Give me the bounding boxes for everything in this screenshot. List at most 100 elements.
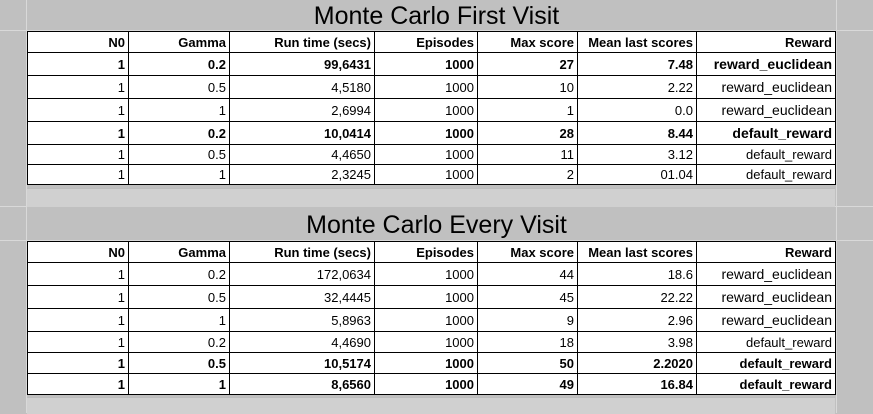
header-cell[interactable]: Run time (secs)	[229, 31, 375, 53]
table-cell[interactable]: 1000	[374, 262, 478, 286]
table-cell[interactable]: 1000	[374, 121, 478, 145]
table-cell[interactable]: default_reward	[696, 331, 836, 353]
table-cell[interactable]: 1	[27, 308, 129, 332]
table-cell[interactable]: 1	[27, 98, 129, 122]
table-cell[interactable]: 0.2	[128, 331, 230, 353]
empty-spreadsheet-row[interactable]	[27, 397, 835, 414]
table-cell[interactable]: 1	[27, 164, 129, 185]
table-cell[interactable]: 28	[477, 121, 578, 145]
table-cell[interactable]: 1000	[374, 331, 478, 353]
table-cell[interactable]: 1	[128, 373, 230, 395]
table-cell[interactable]: 0.5	[128, 144, 230, 165]
table-cell[interactable]: 1000	[374, 308, 478, 332]
table-cell[interactable]: 0.0	[577, 98, 697, 122]
table-cell[interactable]: 44	[477, 262, 578, 286]
table-cell[interactable]: 0.2	[128, 121, 230, 145]
table-cell[interactable]: default_reward	[696, 164, 836, 185]
table-cell[interactable]: 1	[27, 262, 129, 286]
table-cell[interactable]: default_reward	[696, 144, 836, 165]
header-cell[interactable]: Max score	[477, 241, 578, 263]
header-cell[interactable]: Max score	[477, 31, 578, 53]
table-cell[interactable]: 10	[477, 75, 578, 99]
header-cell[interactable]: N0	[27, 241, 129, 263]
table-cell[interactable]: 1000	[374, 144, 478, 165]
table-cell[interactable]: 1	[128, 98, 230, 122]
table-cell[interactable]: 3.98	[577, 331, 697, 353]
table-cell[interactable]: 1	[27, 285, 129, 309]
table-cell[interactable]: 3.12	[577, 144, 697, 165]
table-cell[interactable]: 4,4650	[229, 144, 375, 165]
table-cell[interactable]: 2.2020	[577, 352, 697, 374]
table-cell[interactable]: 5,8963	[229, 308, 375, 332]
table-cell[interactable]: 4,5180	[229, 75, 375, 99]
header-cell[interactable]: Reward	[696, 241, 836, 263]
table-cell[interactable]: 4,4690	[229, 331, 375, 353]
table-cell[interactable]: 172,0634	[229, 262, 375, 286]
table-cell[interactable]: 1	[27, 373, 129, 395]
header-cell[interactable]: Gamma	[128, 31, 230, 53]
header-cell[interactable]: Mean last scores	[577, 31, 697, 53]
table-cell[interactable]: reward_euclidean	[696, 98, 836, 122]
empty-spreadsheet-row[interactable]	[27, 188, 835, 207]
table-cell[interactable]: 16.84	[577, 373, 697, 395]
table-cell[interactable]: 8,6560	[229, 373, 375, 395]
table-cell[interactable]: 1	[27, 121, 129, 145]
table-cell[interactable]: 1	[27, 144, 129, 165]
header-cell[interactable]: N0	[27, 31, 129, 53]
table-cell[interactable]: 01.04	[577, 164, 697, 185]
table-cell[interactable]: 11	[477, 144, 578, 165]
table-cell[interactable]: 32,4445	[229, 285, 375, 309]
table-cell[interactable]: 1	[27, 52, 129, 76]
table-cell[interactable]: 99,6431	[229, 52, 375, 76]
header-cell[interactable]: Reward	[696, 31, 836, 53]
table-cell[interactable]: 1000	[374, 373, 478, 395]
table-cell[interactable]: 1000	[374, 164, 478, 185]
table-cell[interactable]: reward_euclidean	[696, 308, 836, 332]
table-cell[interactable]: 27	[477, 52, 578, 76]
table-cell[interactable]: default_reward	[696, 121, 836, 145]
table-cell[interactable]: 0.5	[128, 352, 230, 374]
table-cell[interactable]: 0.5	[128, 285, 230, 309]
table-cell[interactable]: 10,5174	[229, 352, 375, 374]
table-cell[interactable]: 1	[477, 98, 578, 122]
table-cell[interactable]: 1000	[374, 98, 478, 122]
table-cell[interactable]: 2.96	[577, 308, 697, 332]
table-cell[interactable]: default_reward	[696, 352, 836, 374]
table-cell[interactable]: reward_euclidean	[696, 52, 836, 76]
table-cell[interactable]: 1000	[374, 75, 478, 99]
header-cell[interactable]: Episodes	[374, 241, 478, 263]
table-cell[interactable]: 2,6994	[229, 98, 375, 122]
table-cell[interactable]: 1	[128, 308, 230, 332]
table-cell[interactable]: 1	[27, 75, 129, 99]
header-cell[interactable]: Run time (secs)	[229, 241, 375, 263]
table-cell[interactable]: 49	[477, 373, 578, 395]
table-cell[interactable]: 18.6	[577, 262, 697, 286]
table-cell[interactable]: 1	[128, 164, 230, 185]
table-cell[interactable]: 0.2	[128, 262, 230, 286]
table-cell[interactable]: 2.22	[577, 75, 697, 99]
table-cell[interactable]: 18	[477, 331, 578, 353]
table-cell[interactable]: 1000	[374, 52, 478, 76]
table-cell[interactable]: 1	[27, 352, 129, 374]
header-cell[interactable]: Mean last scores	[577, 241, 697, 263]
table-cell[interactable]: 8.44	[577, 121, 697, 145]
table-cell[interactable]: 2	[477, 164, 578, 185]
table-cell[interactable]: default_reward	[696, 373, 836, 395]
table-cell[interactable]: 0.2	[128, 52, 230, 76]
table-cell[interactable]: reward_euclidean	[696, 262, 836, 286]
table-cell[interactable]: 22.22	[577, 285, 697, 309]
table-cell[interactable]: 2,3245	[229, 164, 375, 185]
table-cell[interactable]: reward_euclidean	[696, 285, 836, 309]
table-cell[interactable]: 1000	[374, 285, 478, 309]
table-cell[interactable]: 7.48	[577, 52, 697, 76]
table-cell[interactable]: 45	[477, 285, 578, 309]
table-cell[interactable]: 1000	[374, 352, 478, 374]
table-cell[interactable]: 50	[477, 352, 578, 374]
table-cell[interactable]: 0.5	[128, 75, 230, 99]
table-cell[interactable]: reward_euclidean	[696, 75, 836, 99]
table-cell[interactable]: 1	[27, 331, 129, 353]
table-cell[interactable]: 9	[477, 308, 578, 332]
header-cell[interactable]: Gamma	[128, 241, 230, 263]
header-cell[interactable]: Episodes	[374, 31, 478, 53]
